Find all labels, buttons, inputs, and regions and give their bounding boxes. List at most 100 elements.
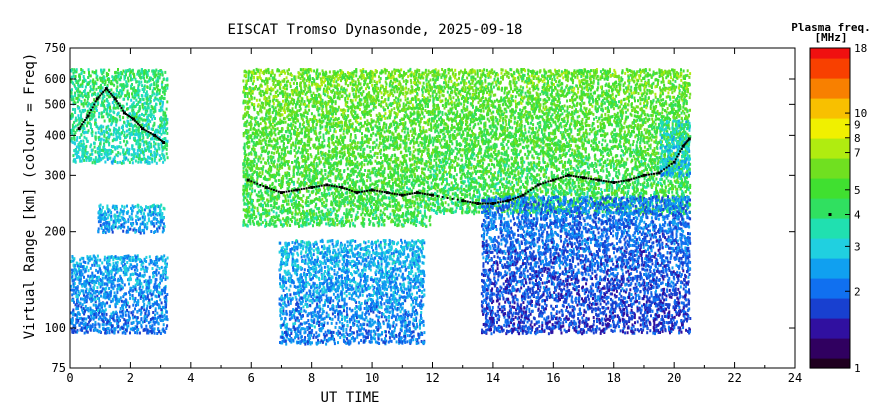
echo-mark [132,273,134,276]
echo-mark [144,124,146,127]
echo-mark [71,275,73,278]
echo-mark [126,130,128,133]
echo-mark [132,144,134,147]
echo-mark [110,82,112,85]
echo-mark [163,156,165,159]
echo-mark [107,140,109,143]
echo-mark [122,306,124,309]
echo-mark [156,287,158,290]
echo-mark [97,78,99,81]
echo-mark [159,318,161,321]
echo-mark [98,318,100,321]
echo-mark [164,269,166,272]
echo-mark [154,317,156,320]
echo-mark [83,323,85,326]
echo-mark [402,92,404,95]
echo-mark [132,316,134,319]
echo-mark [85,145,87,148]
echo-mark [329,71,331,74]
echo-mark [146,319,148,322]
echo-mark [391,108,393,111]
echo-mark [81,309,83,312]
echo-mark [140,313,142,316]
echo-mark [120,315,122,318]
echo-mark [132,229,134,232]
echo-mark [97,255,99,258]
echo-mark [410,130,412,133]
echo-mark [71,88,73,91]
echo-mark [105,275,107,278]
echo-mark [140,232,142,235]
echo-mark [366,73,368,76]
echo-mark [366,159,368,162]
echo-mark [141,264,143,267]
echo-mark [383,224,385,227]
echo-mark [129,297,131,300]
echo-mark [73,101,75,104]
echo-mark [252,82,254,85]
echo-mark [376,144,378,147]
echo-mark [85,86,87,89]
echo-mark [97,297,99,300]
echo-mark [135,133,137,136]
echo-mark [341,224,343,227]
echo-mark [289,82,291,85]
echo-mark [108,213,110,216]
echo-mark [126,326,128,329]
echo-mark [103,266,105,269]
echo-mark [82,265,84,268]
echo-mark [137,71,139,74]
echo-mark [136,269,138,272]
echo-mark [120,256,122,259]
echo-mark [116,89,118,92]
echo-mark [133,137,135,140]
echo-mark [142,119,144,122]
echo-mark [75,307,77,310]
echo-mark [102,206,104,209]
echo-mark [91,298,93,301]
echo-mark [94,328,96,331]
echo-mark [139,290,141,293]
echo-mark [326,199,328,202]
echo-mark [135,205,137,208]
echo-mark [151,324,153,327]
echo-mark [323,201,325,204]
echo-mark [107,216,109,219]
echo-mark [80,100,82,103]
echo-mark [89,122,91,125]
echo-mark [105,287,107,290]
echo-mark [86,140,88,143]
echo-mark [73,68,75,71]
echo-mark [87,262,89,265]
echo-mark [157,220,159,223]
echo-mark [81,160,83,163]
echo-mark [368,169,370,172]
echo-mark [89,307,91,310]
echo-mark [148,80,150,83]
echo-mark [161,70,163,73]
echo-mark [243,89,245,92]
echo-mark [83,292,85,295]
echo-mark [155,295,157,298]
echo-mark [77,277,79,280]
echo-mark [145,266,147,269]
echo-mark [157,265,159,268]
echo-mark [76,139,78,142]
echo-mark [144,280,146,283]
echo-mark [105,308,107,311]
echo-mark [100,295,102,298]
echo-mark [123,134,125,137]
echo-mark [116,301,118,304]
echo-mark [150,77,152,80]
echo-mark [152,154,154,157]
echo-mark [136,282,138,285]
echo-mark [113,226,115,229]
echo-mark [320,127,322,130]
echo-mark [88,257,90,260]
echo-mark [162,315,164,318]
echo-mark [160,221,162,224]
echo-mark [85,290,87,293]
echo-mark [73,312,75,315]
echo-mark [162,216,164,219]
echo-mark [150,110,152,113]
